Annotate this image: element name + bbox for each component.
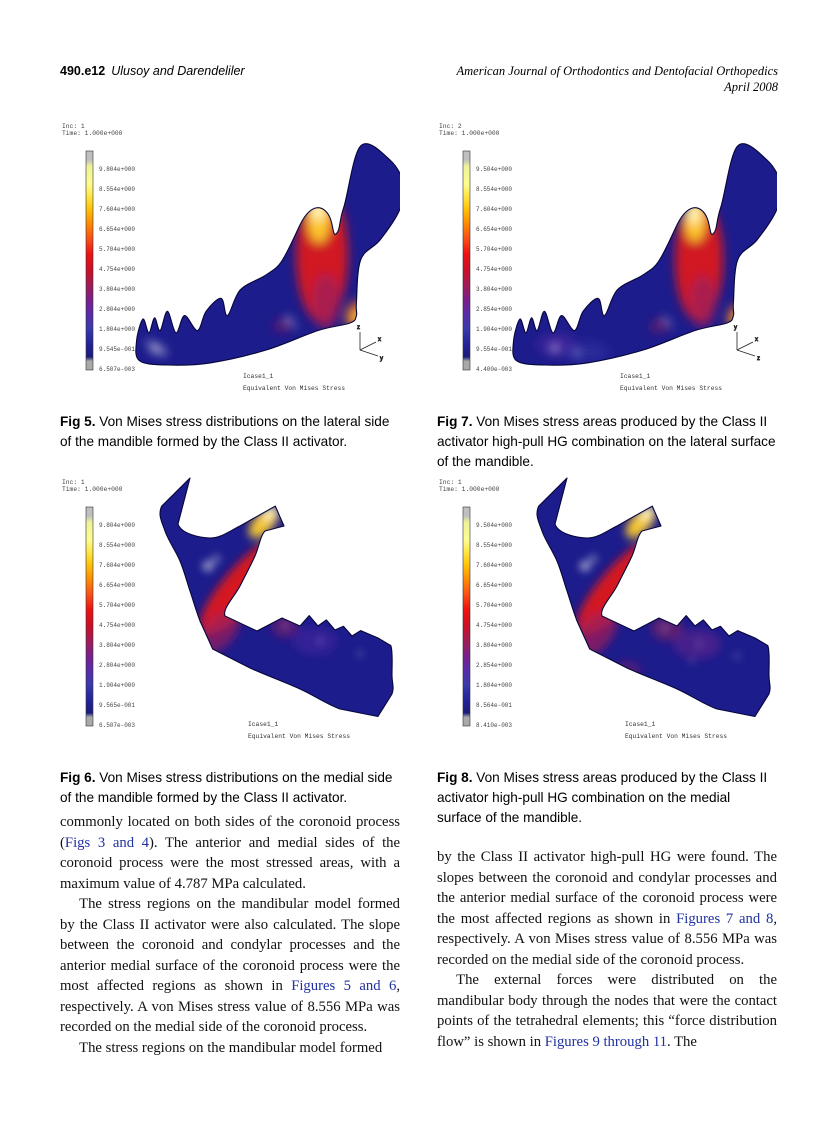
svg-text:z: z	[357, 325, 360, 331]
svg-text:4.754e+000: 4.754e+000	[99, 266, 135, 273]
svg-text:3.804e+000: 3.804e+000	[99, 286, 135, 293]
svg-text:3.804e+000: 3.804e+000	[476, 642, 512, 649]
svg-text:8.554e+000: 8.554e+000	[476, 186, 512, 193]
svg-text:7.604e+000: 7.604e+000	[99, 206, 135, 213]
svg-text:z: z	[757, 356, 760, 362]
svg-text:9.804e+000: 9.804e+000	[99, 166, 135, 173]
svg-text:y: y	[734, 325, 737, 331]
svg-text:5.704e+000: 5.704e+000	[476, 246, 512, 253]
svg-text:3.804e+000: 3.804e+000	[476, 286, 512, 293]
svg-text:Inc: 1: Inc: 1	[62, 123, 85, 130]
svg-text:Time: 1.000e+000: Time: 1.000e+000	[62, 486, 123, 493]
svg-text:x: x	[378, 337, 381, 343]
svg-text:7.604e+000: 7.604e+000	[476, 206, 512, 213]
svg-text:2.804e+000: 2.804e+000	[99, 662, 135, 669]
svg-text:8.554e+000: 8.554e+000	[476, 542, 512, 549]
svg-text:7.604e+000: 7.604e+000	[476, 562, 512, 569]
svg-text:Icase1_1: Icase1_1	[620, 373, 650, 380]
svg-text:8.410e-003: 8.410e-003	[476, 722, 512, 729]
svg-text:9.504e+000: 9.504e+000	[476, 522, 512, 529]
svg-text:y: y	[380, 356, 383, 362]
svg-text:Time: 1.000e+000: Time: 1.000e+000	[439, 130, 500, 137]
svg-text:1.804e+000: 1.804e+000	[476, 682, 512, 689]
svg-text:2.854e+000: 2.854e+000	[476, 306, 512, 313]
svg-text:x: x	[755, 337, 758, 343]
svg-text:4.754e+000: 4.754e+000	[99, 622, 135, 629]
svg-text:Equivalent Von Mises Stress: Equivalent Von Mises Stress	[625, 733, 727, 740]
svg-text:6.654e+000: 6.654e+000	[99, 226, 135, 233]
svg-text:8.554e+000: 8.554e+000	[99, 542, 135, 549]
svg-text:1.804e+000: 1.804e+000	[99, 326, 135, 333]
svg-text:Time: 1.000e+000: Time: 1.000e+000	[439, 486, 500, 493]
svg-text:Inc: 1: Inc: 1	[62, 479, 85, 486]
svg-text:1.904e+000: 1.904e+000	[99, 682, 135, 689]
svg-text:Inc: 2: Inc: 2	[439, 123, 462, 130]
svg-text:6.654e+000: 6.654e+000	[476, 582, 512, 589]
svg-text:8.564e-001: 8.564e-001	[476, 702, 512, 709]
svg-text:2.804e+000: 2.804e+000	[99, 306, 135, 313]
svg-text:4.754e+000: 4.754e+000	[476, 622, 512, 629]
svg-text:6.654e+000: 6.654e+000	[99, 582, 135, 589]
svg-text:8.554e+000: 8.554e+000	[99, 186, 135, 193]
svg-text:7.604e+000: 7.604e+000	[99, 562, 135, 569]
svg-text:1.904e+000: 1.904e+000	[476, 326, 512, 333]
svg-text:Equivalent Von Mises Stress: Equivalent Von Mises Stress	[620, 385, 722, 392]
svg-text:Icase1_1: Icase1_1	[243, 373, 273, 380]
svg-text:9.554e-001: 9.554e-001	[476, 346, 512, 353]
svg-text:6.654e+000: 6.654e+000	[476, 226, 512, 233]
svg-text:9.545e-001: 9.545e-001	[99, 346, 135, 353]
svg-text:9.504e+000: 9.504e+000	[476, 166, 512, 173]
svg-text:Icase1_1: Icase1_1	[625, 721, 655, 728]
svg-text:4.400e-003: 4.400e-003	[476, 366, 512, 373]
svg-text:5.704e+000: 5.704e+000	[99, 246, 135, 253]
svg-text:Equivalent Von Mises Stress: Equivalent Von Mises Stress	[243, 385, 345, 392]
svg-text:9.565e-001: 9.565e-001	[99, 702, 135, 709]
svg-text:Equivalent Von Mises Stress: Equivalent Von Mises Stress	[248, 733, 350, 740]
svg-text:Inc: 1: Inc: 1	[439, 479, 462, 486]
svg-text:3.804e+000: 3.804e+000	[99, 642, 135, 649]
svg-text:2.854e+000: 2.854e+000	[476, 662, 512, 669]
svg-text:5.704e+000: 5.704e+000	[476, 602, 512, 609]
svg-text:6.507e-003: 6.507e-003	[99, 722, 135, 729]
svg-text:6.507e-003: 6.507e-003	[99, 366, 135, 373]
svg-text:5.704e+000: 5.704e+000	[99, 602, 135, 609]
svg-text:9.804e+000: 9.804e+000	[99, 522, 135, 529]
svg-text:Icase1_1: Icase1_1	[248, 721, 278, 728]
svg-text:Time: 1.000e+000: Time: 1.000e+000	[62, 130, 123, 137]
svg-text:4.754e+000: 4.754e+000	[476, 266, 512, 273]
